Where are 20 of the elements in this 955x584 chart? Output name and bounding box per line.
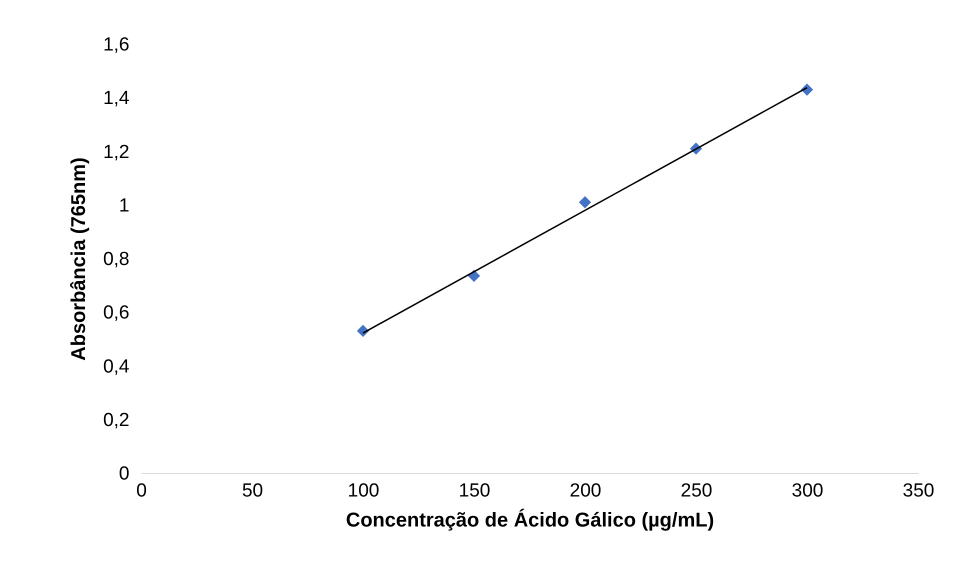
x-axis-title: Concentração de Ácido Gálico (µg/mL)	[346, 508, 714, 532]
x-tick-label: 300	[792, 480, 824, 502]
x-tick-label: 100	[348, 480, 380, 502]
y-tick-label: 0,4	[103, 356, 130, 378]
y-tick-label: 0,2	[103, 410, 130, 431]
x-tick-label: 150	[458, 480, 490, 502]
y-tick-label: 0,6	[103, 302, 130, 324]
x-tick-label: 50	[242, 480, 264, 502]
y-tick-label: 0	[118, 464, 130, 484]
x-tick-label: 350	[902, 480, 934, 502]
x-tick-label: 0	[136, 480, 147, 502]
y-tick-label: 0,8	[103, 249, 130, 270]
x-tick-label: 250	[680, 480, 712, 502]
y-axis-title: Absorbância (765nm)	[68, 157, 90, 361]
y-tick-label: 1,6	[103, 34, 130, 56]
y-tick-label: 1,4	[103, 88, 130, 110]
y-tick-label: 1	[118, 195, 130, 216]
x-tick-label: 200	[570, 480, 602, 502]
y-tick-label: 1,2	[103, 142, 130, 163]
point	[578, 196, 592, 208]
